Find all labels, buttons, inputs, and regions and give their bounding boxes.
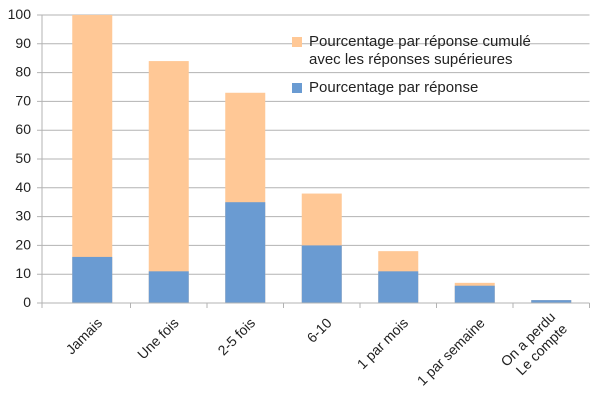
- x-tick-label: 6-10: [303, 314, 334, 345]
- y-tick-label: 80: [15, 63, 31, 79]
- bar: [301, 245, 342, 303]
- bar: [531, 300, 572, 303]
- x-tick-label: 1 par mois: [353, 314, 411, 372]
- legend: Pourcentage par réponse cumulé avec les r…: [292, 33, 531, 96]
- y-tick-label: 100: [8, 6, 32, 22]
- legend-label: Pourcentage par réponse cumulé avec les r…: [309, 33, 531, 68]
- x-tick-label: Une fois: [134, 314, 182, 362]
- bar: [72, 256, 113, 303]
- y-tick-label: 50: [15, 150, 31, 166]
- bar: [378, 271, 419, 303]
- bar: [72, 15, 113, 303]
- x-tick-label: On a perduLe compte: [497, 308, 570, 381]
- y-tick-label: 10: [15, 265, 31, 281]
- bar: [225, 202, 266, 303]
- x-tick-label: Jamais: [62, 314, 105, 357]
- legend-swatch: [292, 83, 302, 93]
- x-tick-label: 1 par semaine: [413, 314, 487, 388]
- y-tick-label: 90: [15, 35, 31, 51]
- y-tick-label: 30: [15, 207, 31, 223]
- y-tick-label: 70: [15, 92, 31, 108]
- y-tick-label: 20: [15, 236, 31, 252]
- y-tick-label: 0: [23, 294, 31, 310]
- x-tick-label: 2-5 fois: [214, 314, 258, 358]
- y-tick-label: 40: [15, 179, 31, 195]
- bar: [454, 285, 495, 303]
- bar: [148, 271, 189, 303]
- y-tick-label: 60: [15, 121, 31, 137]
- legend-swatch: [292, 37, 302, 47]
- legend-label: Pourcentage par réponse: [309, 79, 478, 96]
- bar: [148, 61, 189, 303]
